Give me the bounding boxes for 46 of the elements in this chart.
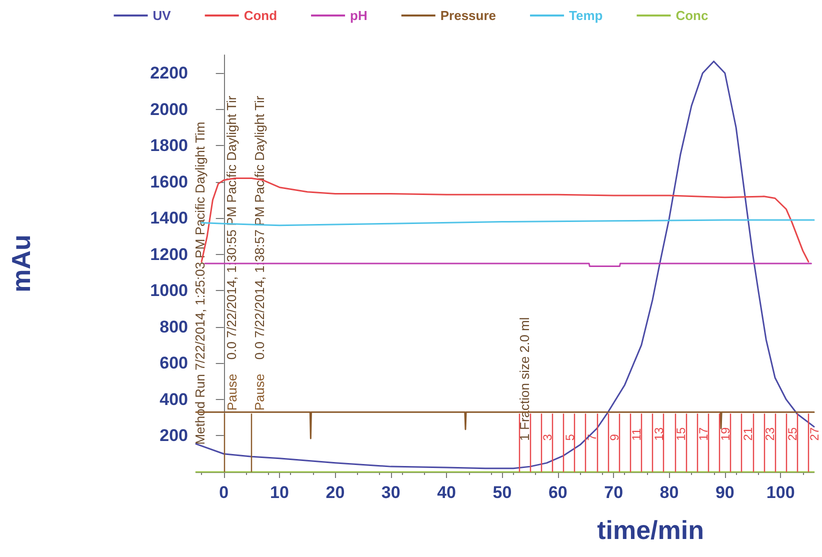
x-tick-label: 90 [715,483,734,502]
y-tick-label: 2000 [150,100,188,119]
legend-label: UV [152,8,172,23]
y-axis-title: mAu [6,234,36,292]
annotation: 25 [785,427,800,441]
annotation: 0.0 7/22/2014, 1:38:57 PM Pacific Daylight Tir [252,95,267,360]
x-tick-label: 30 [381,483,400,502]
x-tick-label: 80 [660,483,679,502]
y-tick-label: 800 [160,317,188,336]
annotation: 9 [607,434,622,441]
legend-label: Conc [676,8,708,23]
legend-label: Cond [244,8,278,23]
annotation: 5 [562,434,577,441]
x-tick-label: 60 [548,483,568,502]
y-tick-label: 1000 [150,281,188,300]
y-tick-label: 600 [160,354,188,373]
y-tick-label: 1800 [150,136,188,156]
x-tick-label: 20 [326,483,345,502]
ref-line-label: Pause [224,374,240,411]
x-axis-title: time/min [597,515,704,545]
x-tick-label: 10 [270,483,289,502]
y-tick-label: 1200 [150,244,188,264]
annotation: 15 [674,427,688,441]
x-tick-label: 100 [766,483,795,502]
x-tick-label: 50 [492,483,512,502]
y-tick-label: 1400 [150,208,188,228]
x-tick-label: 70 [604,483,624,502]
x-tick-label: 0 [219,483,229,502]
y-tick-label: 400 [160,390,188,409]
annotation: 11 [630,428,644,441]
legend-label: pH [350,8,368,23]
annotation: 13 [652,427,666,441]
annotation: Method Run 7/22/2014, 1:25:03 PM Pacific Daylight Tim [192,122,208,445]
y-tick-label: 200 [160,426,188,446]
annotation: 21 [740,427,755,441]
legend-label: Temp [569,8,603,23]
annotation: 17 [696,427,710,441]
annotation: 23 [763,427,778,441]
annotation: 27 [808,427,822,441]
ref-line-label: Pause [252,374,268,411]
y-tick-label: 1600 [150,172,188,192]
x-tick-label: 40 [437,483,456,502]
annotation: 3 [540,434,554,441]
legend-label: Pressure [440,8,496,23]
annotation: 19 [718,427,733,441]
y-tick-label: 2200 [150,64,188,83]
